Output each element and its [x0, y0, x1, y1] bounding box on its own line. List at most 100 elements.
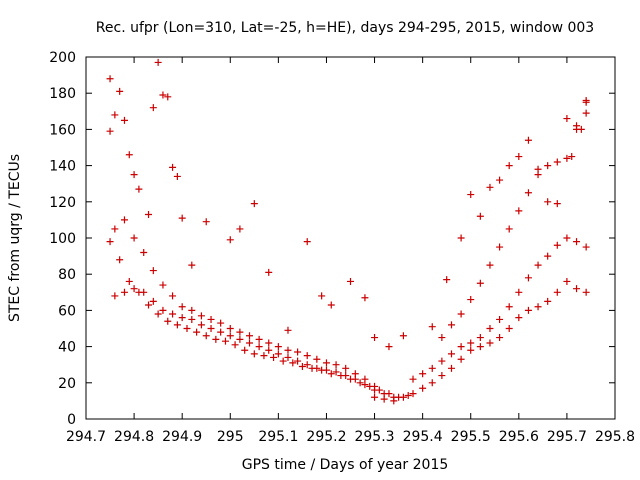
- data-point-scatter: [443, 276, 451, 284]
- data-point-scatter: [154, 58, 162, 66]
- data-point-arc-4: [419, 384, 427, 392]
- data-point-arc-4: [438, 372, 446, 380]
- data-point-arc-3: [265, 339, 273, 347]
- data-point-arc-1: [221, 337, 229, 345]
- data-points: [106, 58, 590, 405]
- data-point-scatter: [553, 200, 561, 208]
- y-tick-label: 0: [67, 412, 76, 428]
- y-tick-label: 80: [58, 267, 76, 283]
- data-point-arc-1: [164, 317, 172, 325]
- data-point-arc-4: [515, 314, 523, 322]
- data-point-scatter: [428, 323, 436, 331]
- data-point-scatter: [534, 165, 542, 173]
- data-point-arc-5: [438, 357, 446, 365]
- data-point-arc-1: [279, 357, 287, 365]
- data-point-arc-2: [284, 353, 292, 361]
- data-point-arc-5: [457, 343, 465, 351]
- data-point-arc-3: [246, 332, 254, 340]
- data-point-arc-3: [361, 375, 369, 383]
- data-point-arc-3: [255, 335, 263, 343]
- data-point-arc-5: [573, 238, 581, 246]
- data-point-scatter: [399, 332, 407, 340]
- data-point-arc-1: [270, 353, 278, 361]
- data-point-arc-3: [140, 248, 148, 256]
- data-point-scatter: [149, 104, 157, 112]
- x-tick-label: 295.2: [306, 429, 346, 445]
- data-point-scatter: [226, 236, 234, 244]
- data-point-arc-6: [524, 189, 532, 197]
- data-point-scatter: [250, 200, 258, 208]
- data-point-arc-1: [202, 332, 210, 340]
- data-point-scatter: [573, 122, 581, 130]
- data-point-arc-4: [573, 285, 581, 293]
- data-point-scatter: [371, 334, 379, 342]
- data-point-arc-3: [197, 312, 205, 320]
- x-tick-label: 295.1: [258, 429, 298, 445]
- data-point-scatter: [135, 185, 143, 193]
- data-point-arc-3: [188, 306, 196, 314]
- data-point-arc-3: [284, 346, 292, 354]
- data-point-arc-2: [197, 321, 205, 329]
- data-point-scatter: [515, 153, 523, 161]
- y-axis-ticks: 0 20 40 60 80 100 120 140 160 180 200: [49, 50, 615, 428]
- data-point-arc-5: [496, 315, 504, 323]
- data-point-arc-4: [390, 397, 398, 405]
- data-point-scatter: [236, 225, 244, 233]
- data-point-arc-3: [178, 303, 186, 311]
- data-point-scatter: [524, 136, 532, 144]
- data-point-arc-4: [428, 379, 436, 387]
- data-point-arc-1: [173, 321, 181, 329]
- data-point-arc-5: [486, 325, 494, 332]
- x-tick-label: 294.8: [114, 429, 154, 445]
- data-point-arc-5: [428, 364, 436, 372]
- x-tick-label: 295.4: [403, 429, 443, 445]
- data-point-arc-4: [582, 288, 590, 296]
- data-point-scatter: [106, 75, 114, 83]
- data-point-arc-1: [356, 379, 364, 387]
- data-point-scatter: [496, 176, 504, 184]
- data-point-arc-1: [327, 370, 335, 378]
- x-tick-label: 294.9: [162, 429, 202, 445]
- data-point-arc-6: [467, 296, 475, 304]
- data-point-arc-6: [553, 158, 561, 166]
- data-point-arc-5: [419, 370, 427, 378]
- data-point-arc-3: [236, 328, 244, 336]
- data-point-arc-4: [476, 343, 484, 351]
- y-axis-label: STEC from uqrg / TECUs: [7, 154, 23, 322]
- x-tick-label: 295.5: [451, 429, 491, 445]
- data-point-arc-2: [236, 335, 244, 343]
- data-point-arc-1: [116, 256, 124, 264]
- x-tick-label: 294.7: [66, 429, 106, 445]
- data-point-arc-4: [563, 277, 571, 285]
- data-point-arc-4: [457, 355, 465, 363]
- data-point-arc-4: [409, 390, 417, 398]
- data-point-scatter: [173, 172, 181, 180]
- data-point-scatter: [106, 127, 114, 135]
- data-point-arc-2: [178, 314, 186, 322]
- data-point-arc-1: [404, 391, 412, 399]
- data-point-arc-4: [534, 303, 542, 311]
- x-tick-label: 295.7: [547, 429, 587, 445]
- data-point-arc-3: [149, 267, 157, 275]
- data-point-scatter: [130, 171, 138, 179]
- data-point-arc-1: [260, 352, 268, 360]
- data-point-arc-6: [476, 279, 484, 287]
- y-tick-label: 60: [58, 303, 76, 319]
- data-point-arc-5: [544, 252, 552, 260]
- data-point-arc-4: [380, 395, 388, 403]
- data-point-arc-1: [125, 277, 133, 285]
- data-point-arc-4: [553, 288, 561, 296]
- data-point-arc-3: [332, 361, 340, 369]
- data-point-arc-3: [294, 348, 302, 356]
- data-point-scatter: [544, 198, 552, 206]
- data-point-arc-5: [534, 261, 542, 269]
- data-point-scatter: [457, 234, 465, 242]
- data-point-arc-3: [303, 352, 311, 360]
- data-point-arc-1: [106, 238, 114, 246]
- data-point-arc-2: [246, 339, 254, 347]
- data-point-arc-3: [207, 315, 215, 323]
- data-point-arc-1: [183, 325, 191, 332]
- chart-title: Rec. ufpr (Lon=310, Lat=-25, h=HE), days…: [96, 20, 594, 36]
- data-point-arc-5: [447, 350, 455, 358]
- x-tick-label: 295: [217, 429, 244, 445]
